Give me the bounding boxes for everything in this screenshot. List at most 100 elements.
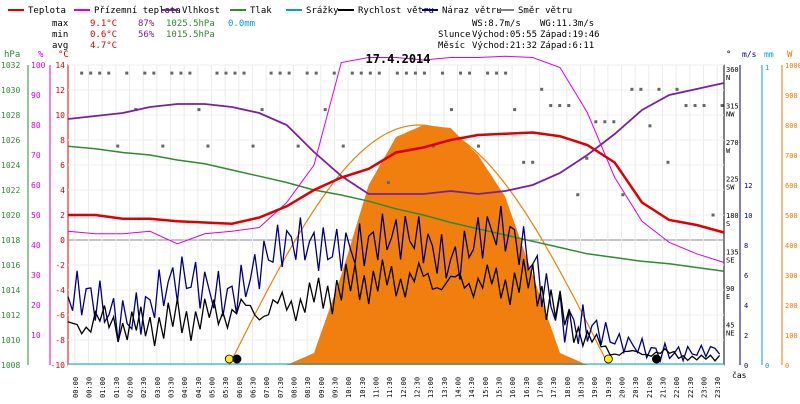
wind-dir-point (98, 71, 102, 75)
wind-dir-point (468, 71, 472, 75)
axis-ms-label: m/s (742, 50, 757, 59)
stats-min-label: min (52, 30, 68, 40)
wind-dir-point (224, 71, 228, 75)
c-tick-label: -8 (55, 336, 65, 345)
sun-rise: Východ:05:55 (472, 30, 537, 40)
wind-dir-point (287, 71, 291, 75)
w-tick-label: 500 (785, 212, 798, 220)
x-tick-label: 07:30 (277, 377, 285, 398)
wind-dir-point (359, 71, 363, 75)
wind-dir-point (233, 71, 237, 75)
wind-dir-point (459, 71, 463, 75)
wind-dir-point (260, 108, 264, 112)
pct-tick-label: 40 (31, 241, 41, 250)
wind-dir-point (305, 71, 309, 75)
dir-tick-name: W (726, 147, 731, 155)
x-tick-label: 23:30 (714, 377, 722, 398)
pressure-line (67, 145, 725, 273)
w-tick-label: 800 (785, 122, 798, 130)
legend-label: Přízemní teplota (94, 6, 181, 16)
dir-tick-name: N (726, 74, 730, 82)
legend-label: Vlhkost (182, 6, 220, 16)
x-tick-label: 09:30 (332, 377, 340, 398)
temperature-line (68, 131, 725, 234)
x-tick-label: 18:00 (564, 377, 572, 398)
x-tick-label: 15:00 (482, 377, 490, 398)
wind-dir-point (711, 213, 715, 217)
dir-tick-name: SW (726, 184, 735, 192)
x-tick-label: 11:00 (373, 377, 381, 398)
wind-dir-point (314, 71, 318, 75)
mm-tick-label: 1 (765, 64, 769, 72)
sunset-marker (603, 354, 613, 364)
wind-dir-point (143, 71, 147, 75)
wind-dir-point (116, 144, 120, 148)
ms-tick-label: 6 (744, 272, 748, 280)
x-tick-label: 22:30 (687, 377, 695, 398)
solar-area (68, 124, 724, 366)
dir-tick-label: 225 (726, 176, 739, 184)
wind-dir-point (558, 104, 562, 108)
w-tick-label: 300 (785, 272, 798, 280)
ms-tick-label: 10 (744, 212, 752, 220)
wind-dir-point (107, 71, 111, 75)
x-tick-label: 20:00 (619, 377, 627, 398)
wind-dir-point (197, 108, 201, 112)
x-tick-label: 04:00 (181, 377, 189, 398)
wind-dir-point (242, 71, 246, 75)
dir-tick-label: 315 (726, 103, 739, 111)
wind-dir-point (477, 144, 481, 148)
wind-dir-point (449, 108, 453, 112)
wind-dir-point (368, 71, 372, 75)
dir-tick-label: 180 (726, 212, 739, 220)
wind-dir-point (341, 144, 345, 148)
w-tick-label: 200 (785, 302, 798, 310)
c-tick-label: 2 (60, 211, 65, 220)
wind-dir-point (549, 104, 553, 108)
sun-label: Slunce (438, 30, 471, 40)
wind-dir-point (630, 87, 634, 91)
axis-deg-label: ° (726, 50, 731, 60)
x-tick-label: 10:30 (359, 377, 367, 398)
ms-tick-label: 12 (744, 182, 752, 190)
x-tick-label: 12:00 (400, 377, 408, 398)
dir-tick-label: 45 (726, 322, 734, 330)
moon-rise: Východ:21:32 (472, 41, 537, 51)
wind-dir-point (269, 71, 273, 75)
c-tick-label: 12 (55, 86, 65, 95)
hpa-tick-label: 1028 (1, 111, 20, 120)
x-tick-label: 03:00 (154, 377, 162, 398)
pct-tick-label: 90 (31, 91, 41, 100)
x-tick-label: 12:30 (414, 377, 422, 398)
legend-label: Teplota (28, 6, 66, 16)
w-tick-label: 1000 (785, 62, 800, 70)
moonrise-marker (651, 354, 661, 364)
c-tick-label: 14 (55, 61, 65, 70)
ms-tick-label: 4 (744, 302, 748, 310)
ms-tick-label: 8 (744, 242, 748, 250)
hpa-tick-label: 1012 (1, 311, 20, 320)
moonset-marker (232, 354, 242, 364)
wind-speed-line (67, 258, 721, 362)
stats-max-label: max (52, 19, 69, 29)
stats-block: max 9.1°C 87% 1025.5hPa 0.0mm min 0.6°C … (52, 19, 255, 51)
wind-dir-point (504, 71, 508, 75)
hpa-tick-label: 1022 (1, 186, 20, 195)
wind-dir-point (585, 156, 589, 160)
wind-dir-point (540, 87, 544, 91)
pct-tick-label: 10 (31, 331, 41, 340)
chart-title: 17.4.2014 (365, 52, 430, 66)
wind-dir-point (89, 71, 93, 75)
wind-dir-point (693, 104, 697, 108)
x-tick-label: 05:30 (222, 377, 230, 398)
stats-max-rain: 0.0mm (228, 19, 255, 29)
wind-dir-point (657, 87, 661, 91)
wind-dir-point (567, 104, 571, 108)
wind-dir-point (161, 144, 165, 148)
wind-dir-point (495, 71, 499, 75)
wind-dir-point (80, 71, 84, 75)
dir-tick-name: NW (726, 111, 735, 119)
axis-c-label: °C (58, 50, 69, 60)
wind-gust-line (67, 206, 721, 364)
